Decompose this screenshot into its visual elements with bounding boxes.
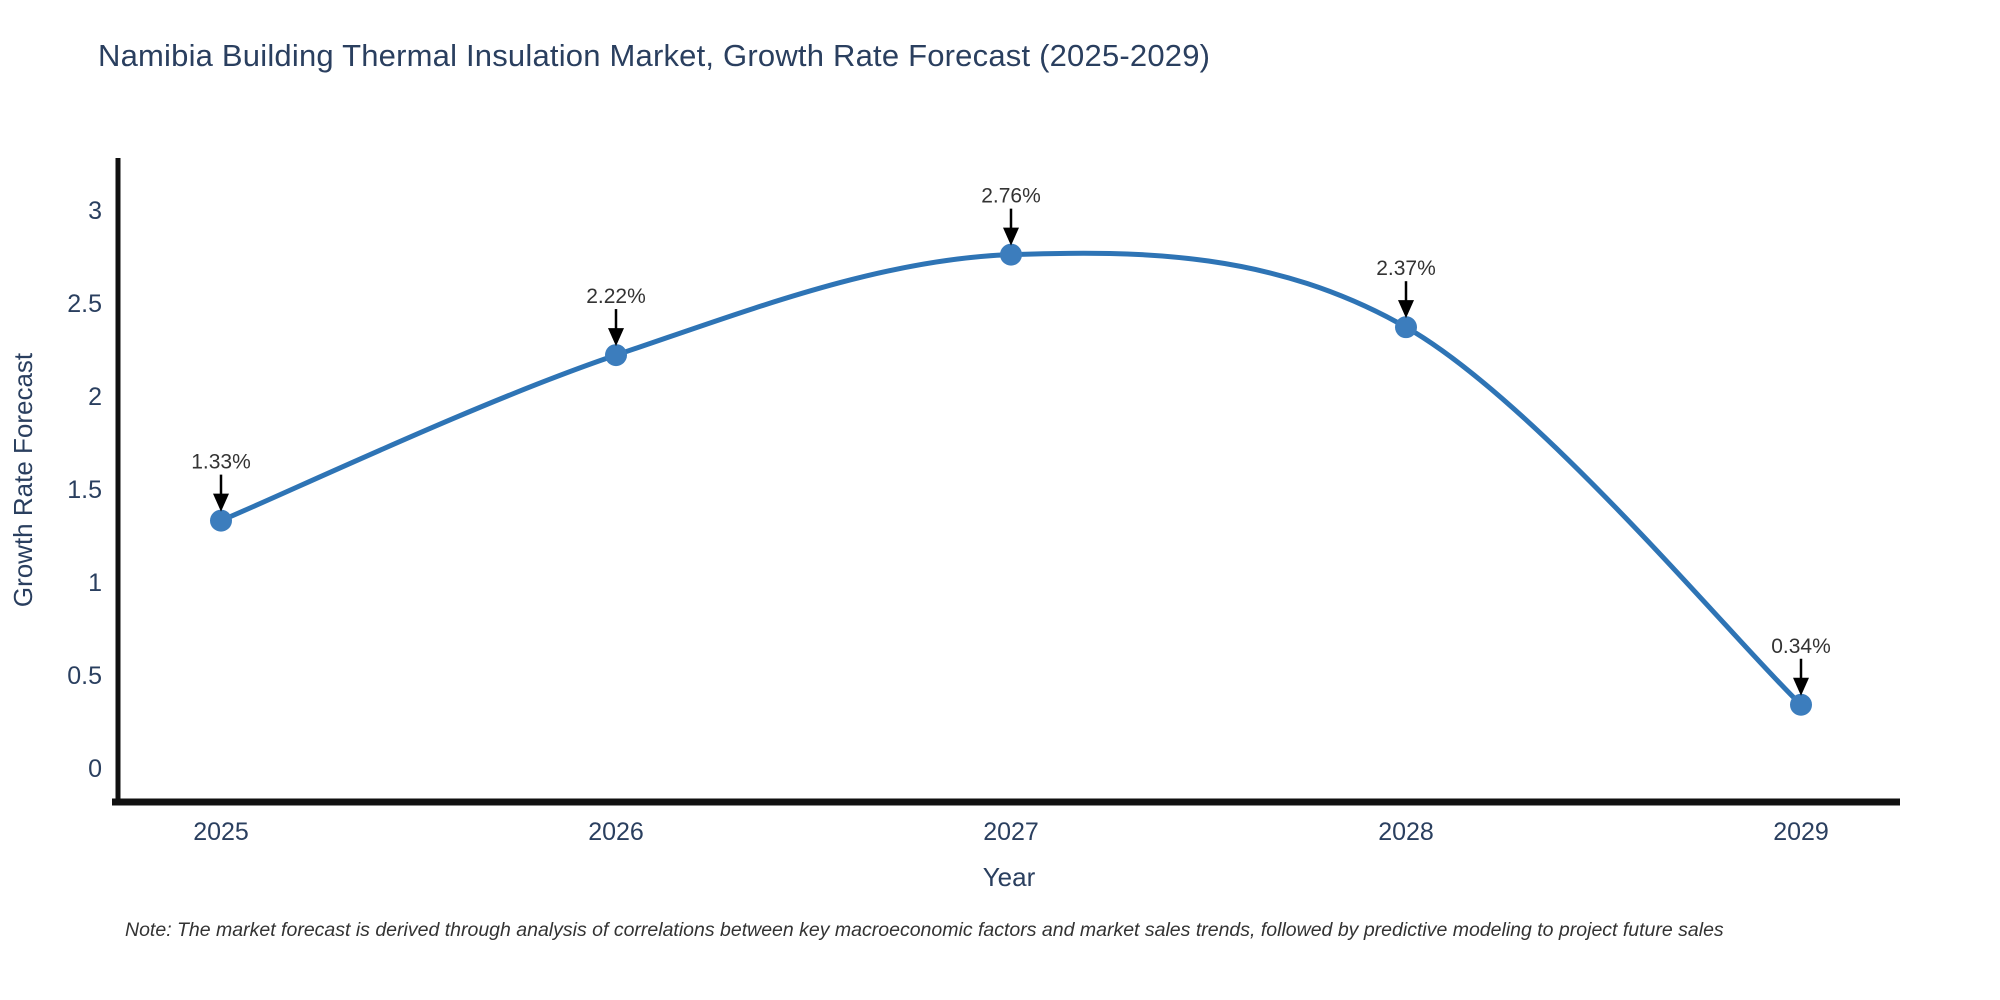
point-annotation: 2.76%: [981, 185, 1041, 208]
x-tick-label: 2029: [1773, 818, 1829, 846]
y-axis-title: Growth Rate Forecast: [8, 352, 38, 607]
y-tick-label: 1: [88, 569, 102, 597]
y-tick-label: 0.5: [67, 662, 102, 690]
chart-title: Namibia Building Thermal Insulation Mark…: [98, 38, 1211, 73]
data-point: [210, 509, 232, 532]
footnote: Note: The market forecast is derived thr…: [125, 919, 1724, 941]
y-tick-label: 2: [88, 383, 102, 411]
annotation-arrowhead: [1398, 300, 1414, 319]
y-tick-label: 1.5: [67, 476, 102, 504]
data-point: [1395, 316, 1417, 339]
data-point: [1000, 243, 1022, 266]
x-tick-label: 2026: [588, 818, 644, 846]
point-annotation: 2.37%: [1376, 257, 1436, 280]
point-annotation: 1.33%: [191, 451, 251, 474]
annotation-arrowhead: [1003, 227, 1019, 246]
y-tick-label: 3: [88, 197, 102, 225]
line-series: [218, 250, 1804, 708]
point-annotation: 2.22%: [586, 285, 646, 308]
annotation-arrowhead: [1793, 677, 1809, 696]
data-point: [1790, 693, 1812, 716]
x-axis-title: Year: [983, 862, 1036, 892]
x-tick-label: 2025: [193, 818, 249, 846]
x-tick-label: 2027: [983, 818, 1039, 846]
annotation-arrowhead: [608, 328, 624, 347]
point-annotation: 0.34%: [1771, 635, 1831, 658]
data-point: [605, 344, 627, 367]
x-tick-label: 2028: [1378, 818, 1434, 846]
annotation-arrowhead: [213, 493, 229, 512]
y-tick-label: 2.5: [67, 290, 102, 318]
y-tick-label: 0: [88, 755, 102, 783]
